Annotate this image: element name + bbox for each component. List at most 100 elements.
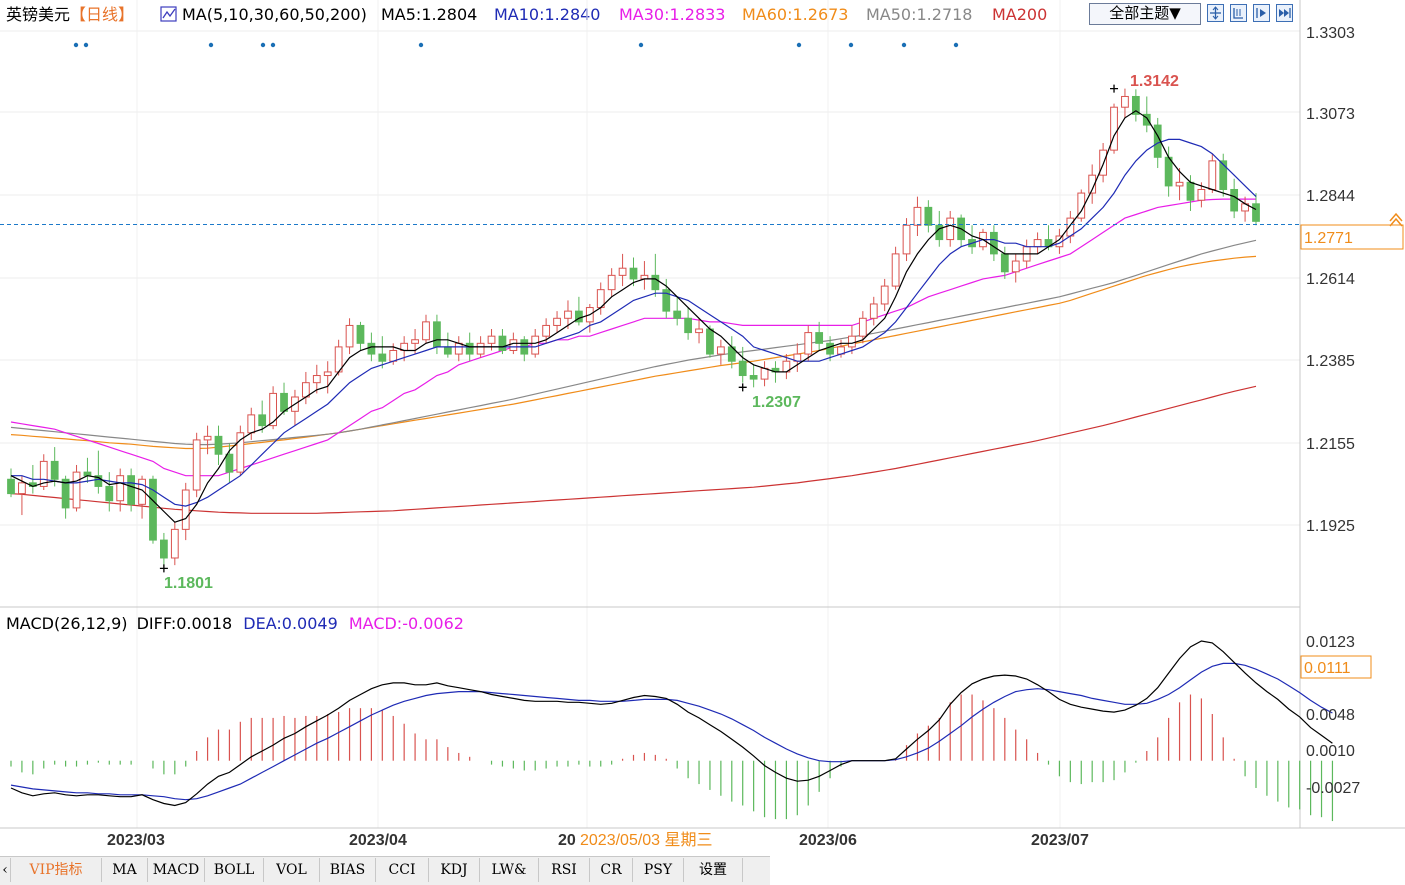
extreme-cross xyxy=(738,383,747,392)
candle-body xyxy=(356,324,365,344)
ma5-path xyxy=(10,110,1257,523)
candle-body xyxy=(575,310,583,323)
candle-body xyxy=(826,342,834,355)
tab-rsi[interactable]: RSI xyxy=(539,858,590,882)
candle-body xyxy=(1088,174,1097,194)
candle-body xyxy=(629,267,638,280)
candle-body xyxy=(465,342,474,355)
price-chart[interactable]: 1.3303 1.3073 1.2844 1.2614 1.2385 1.215… xyxy=(0,0,1405,856)
candle-body xyxy=(181,489,190,530)
event-dot xyxy=(953,42,959,48)
event-dot xyxy=(270,42,276,48)
ma-indicator-icon[interactable] xyxy=(160,5,178,23)
date-label: 2023/03 xyxy=(107,832,165,849)
candle-body xyxy=(203,435,212,441)
candle-body xyxy=(269,392,277,427)
candle-body xyxy=(1197,188,1206,201)
tab-boll[interactable]: BOLL xyxy=(205,858,264,882)
event-dot xyxy=(260,42,266,48)
date-label: 20 xyxy=(558,832,576,849)
date-label: 2023/04 xyxy=(349,832,407,849)
chart-header: 英镑美元【日线】 xyxy=(6,5,134,25)
candle-body xyxy=(564,310,572,319)
candle-body xyxy=(509,339,518,351)
zoom-in-icon[interactable] xyxy=(1230,4,1247,22)
macd-histogram xyxy=(10,694,1334,822)
candle-body xyxy=(804,332,813,355)
play-forward-icon[interactable] xyxy=(1253,4,1270,22)
candle-body xyxy=(39,460,48,487)
tab-cr[interactable]: CR xyxy=(590,858,633,882)
tab-vip-indicators[interactable]: VIP指标 xyxy=(11,858,102,882)
macd-tick: 0.0048 xyxy=(1306,707,1355,724)
high-annotation: 1.3142 xyxy=(1130,73,1179,90)
tab-settings[interactable]: 设置 xyxy=(684,858,743,882)
candle-body xyxy=(651,274,660,291)
current-price-box xyxy=(1300,224,1404,250)
tab-lwr[interactable]: LW& xyxy=(480,858,539,882)
tab-ma[interactable]: MA xyxy=(102,858,148,882)
candle-body xyxy=(673,310,682,319)
extreme-markers xyxy=(159,84,1119,573)
price-tick: 1.2155 xyxy=(1306,436,1355,453)
candle-body xyxy=(1219,160,1228,190)
ma60-value: MA60:1.2673 xyxy=(742,5,849,24)
candle-body xyxy=(225,453,234,473)
ma30-path xyxy=(10,198,1256,477)
candle-body xyxy=(1011,260,1020,273)
event-dot xyxy=(796,42,802,48)
tab-scroll-left[interactable]: ‹ xyxy=(0,858,11,882)
tab-bias[interactable]: BIAS xyxy=(320,858,376,882)
candle-body xyxy=(127,475,136,505)
candle-body xyxy=(487,335,496,344)
period-label[interactable]: 【日线】 xyxy=(70,5,135,24)
candle-body xyxy=(116,475,125,502)
candle-body xyxy=(760,367,769,380)
macd-header: MACD(26,12,9) DIFF:0.0018 DEA:0.0049 MAC… xyxy=(6,614,464,634)
candle-body xyxy=(869,303,878,319)
tab-cci[interactable]: CCI xyxy=(376,858,429,882)
candle-body xyxy=(138,478,146,505)
mid-low-annotation: 1.2307 xyxy=(752,394,801,411)
macd-params-label: MACD(26,12,9) xyxy=(6,614,128,633)
candle-body xyxy=(1186,181,1195,201)
ma200-path xyxy=(10,385,1257,514)
candle-body xyxy=(18,482,26,495)
candle-body xyxy=(280,392,288,412)
candle-body xyxy=(258,414,267,427)
ma30-line xyxy=(10,198,1256,477)
candle-body xyxy=(50,460,59,480)
candle-body xyxy=(1175,181,1184,187)
fast-forward-icon[interactable] xyxy=(1276,4,1293,22)
candle-body xyxy=(858,317,867,337)
theme-select-button[interactable]: 全部主题▼ xyxy=(1089,3,1201,25)
ma200-label: MA200 xyxy=(992,5,1048,24)
candle-body xyxy=(149,478,157,541)
candle-body xyxy=(531,335,540,355)
event-dot xyxy=(83,42,89,48)
event-dot xyxy=(418,42,424,48)
tab-macd[interactable]: MACD xyxy=(148,858,205,882)
tab-kdj[interactable]: KDJ xyxy=(429,858,480,882)
candle-body xyxy=(170,528,179,559)
layout-grid-icon[interactable] xyxy=(1207,4,1224,22)
candle-body xyxy=(476,342,485,355)
candle-body xyxy=(913,206,922,226)
candle-body xyxy=(607,274,616,291)
ma50-value: MA50:1.2718 xyxy=(866,5,973,24)
tab-vol[interactable]: VOL xyxy=(264,858,320,882)
candle-body xyxy=(1110,106,1118,151)
tab-psy[interactable]: PSY xyxy=(633,858,684,882)
candle-body xyxy=(1033,239,1042,248)
candle-body xyxy=(192,439,201,491)
price-tick: 1.3303 xyxy=(1306,25,1355,42)
ma30-value: MA30:1.2833 xyxy=(619,5,726,24)
cursor-date-label: 2023/05/03 星期三 xyxy=(580,831,713,849)
event-dot xyxy=(848,42,854,48)
candle-body xyxy=(946,217,955,241)
candle-body xyxy=(160,539,168,559)
candle-body xyxy=(411,339,419,344)
candle-body xyxy=(345,324,354,348)
date-label: 2023/07 xyxy=(1031,832,1089,849)
